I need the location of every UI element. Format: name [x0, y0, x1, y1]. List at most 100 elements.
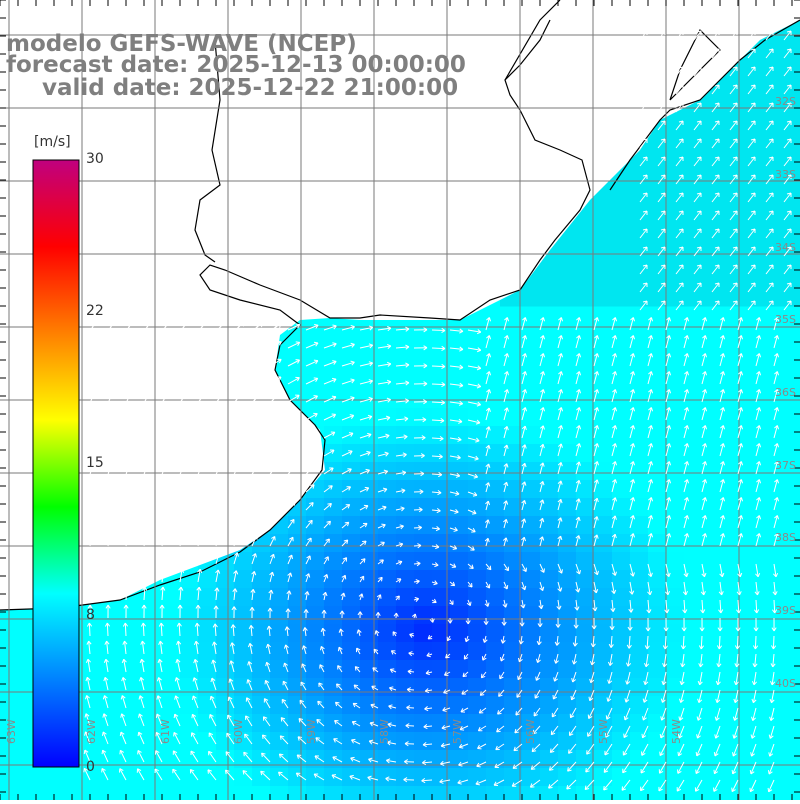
wind-speed-cell	[324, 732, 343, 751]
wind-speed-cell	[468, 696, 487, 715]
wind-speed-cell	[774, 696, 793, 715]
wind-speed-cell	[738, 786, 757, 800]
wind-speed-cell	[144, 642, 163, 661]
wind-speed-cell	[432, 786, 451, 800]
wind-speed-cell	[450, 696, 469, 715]
wind-speed-cell	[540, 750, 559, 769]
lat-label: 32S	[775, 95, 796, 108]
wind-speed-cell	[612, 624, 631, 643]
wind-speed-cell	[788, 180, 800, 199]
wind-speed-cell	[630, 660, 649, 679]
wind-speed-cell	[540, 570, 559, 589]
wind-speed-cell	[774, 570, 793, 589]
wind-speed-cell	[522, 588, 541, 607]
wind-speed-cell	[554, 270, 573, 289]
wind-speed-cell	[180, 606, 199, 625]
wind-speed-cell	[216, 606, 235, 625]
wind-speed-cell	[288, 768, 307, 787]
lat-label: 34S	[775, 241, 796, 254]
wind-speed-cell	[396, 534, 415, 553]
wind-speed-cell	[288, 660, 307, 679]
wind-speed-cell	[324, 642, 343, 661]
wind-speed-cell	[594, 786, 613, 800]
wind-speed-cell	[738, 642, 757, 661]
wind-speed-cell	[108, 786, 127, 800]
wind-speed-cell	[126, 606, 145, 625]
wind-speed-cell	[684, 588, 703, 607]
wind-speed-cell	[396, 786, 415, 800]
wind-speed-cell	[684, 786, 703, 800]
wind-speed-cell	[450, 498, 469, 517]
wind-speed-cell	[756, 606, 775, 625]
wind-speed-cell	[324, 480, 343, 499]
wind-speed-cell	[306, 588, 325, 607]
wind-speed-cell	[144, 696, 163, 715]
wind-speed-cell	[774, 768, 793, 787]
wind-speed-cell	[648, 588, 667, 607]
wind-speed-cell	[396, 714, 415, 733]
wind-speed-cell	[378, 354, 397, 373]
wind-speed-cell	[774, 624, 793, 643]
wind-speed-cell	[774, 660, 793, 679]
wind-speed-cell	[90, 642, 109, 661]
wind-speed-cell	[324, 444, 343, 463]
wind-speed-cell	[666, 642, 685, 661]
wind-speed-cell	[792, 732, 800, 751]
wind-speed-cell	[414, 714, 433, 733]
wind-speed-cell	[522, 624, 541, 643]
wind-speed-cell	[252, 624, 271, 643]
wind-speed-cell	[648, 570, 667, 589]
wind-speed-cell	[432, 480, 451, 499]
wind-speed-cell	[270, 678, 289, 697]
wind-speed-cell	[180, 624, 199, 643]
wind-speed-cell	[288, 552, 307, 571]
wind-speed-cell	[788, 108, 800, 127]
wind-speed-cell	[72, 786, 91, 800]
wind-speed-cell	[216, 642, 235, 661]
wind-speed-cell	[666, 606, 685, 625]
wind-speed-cell	[792, 426, 800, 445]
wind-speed-cell	[720, 552, 739, 571]
wind-speed-cell	[792, 624, 800, 643]
wind-speed-cell	[342, 570, 361, 589]
wind-speed-cell	[414, 696, 433, 715]
wind-speed-cell	[270, 588, 289, 607]
wind-speed-cell	[360, 480, 379, 499]
wind-speed-cell	[324, 372, 343, 391]
wind-speed-cell	[756, 768, 775, 787]
wind-speed-cell	[608, 198, 627, 217]
wind-speed-cell	[684, 624, 703, 643]
wind-speed-cell	[792, 696, 800, 715]
wind-speed-cell	[612, 660, 631, 679]
wind-speed-cell	[486, 570, 505, 589]
wind-speed-cell	[788, 270, 800, 289]
wind-speed-cell	[630, 552, 649, 571]
wind-speed-cell	[324, 462, 343, 481]
wind-speed-cell	[342, 678, 361, 697]
wind-speed-cell	[788, 252, 800, 271]
wind-speed-cell	[414, 588, 433, 607]
wind-speed-cell	[108, 642, 127, 661]
wind-speed-cell	[396, 750, 415, 769]
wind-speed-cell	[324, 552, 343, 571]
wind-speed-cell	[450, 534, 469, 553]
wind-speed-cell	[702, 606, 721, 625]
lat-label: 36S	[775, 386, 796, 399]
wind-speed-cell	[306, 372, 325, 391]
lat-label: 37S	[775, 459, 796, 472]
wind-speed-cell	[108, 660, 127, 679]
wind-speed-cell	[540, 588, 559, 607]
wind-speed-cell	[378, 606, 397, 625]
wind-speed-cell	[738, 552, 757, 571]
wind-speed-cell	[540, 642, 559, 661]
wind-speed-cell	[396, 480, 415, 499]
wind-speed-cell	[162, 750, 181, 769]
lat-label: 40S	[775, 677, 796, 690]
wind-speed-cell	[126, 732, 145, 751]
wind-speed-cell	[486, 498, 505, 517]
lon-label: 63W	[5, 719, 18, 744]
wind-speed-cell	[288, 750, 307, 769]
wind-speed-cell	[162, 588, 181, 607]
wind-speed-cell	[288, 624, 307, 643]
wind-speed-cell	[252, 786, 271, 800]
